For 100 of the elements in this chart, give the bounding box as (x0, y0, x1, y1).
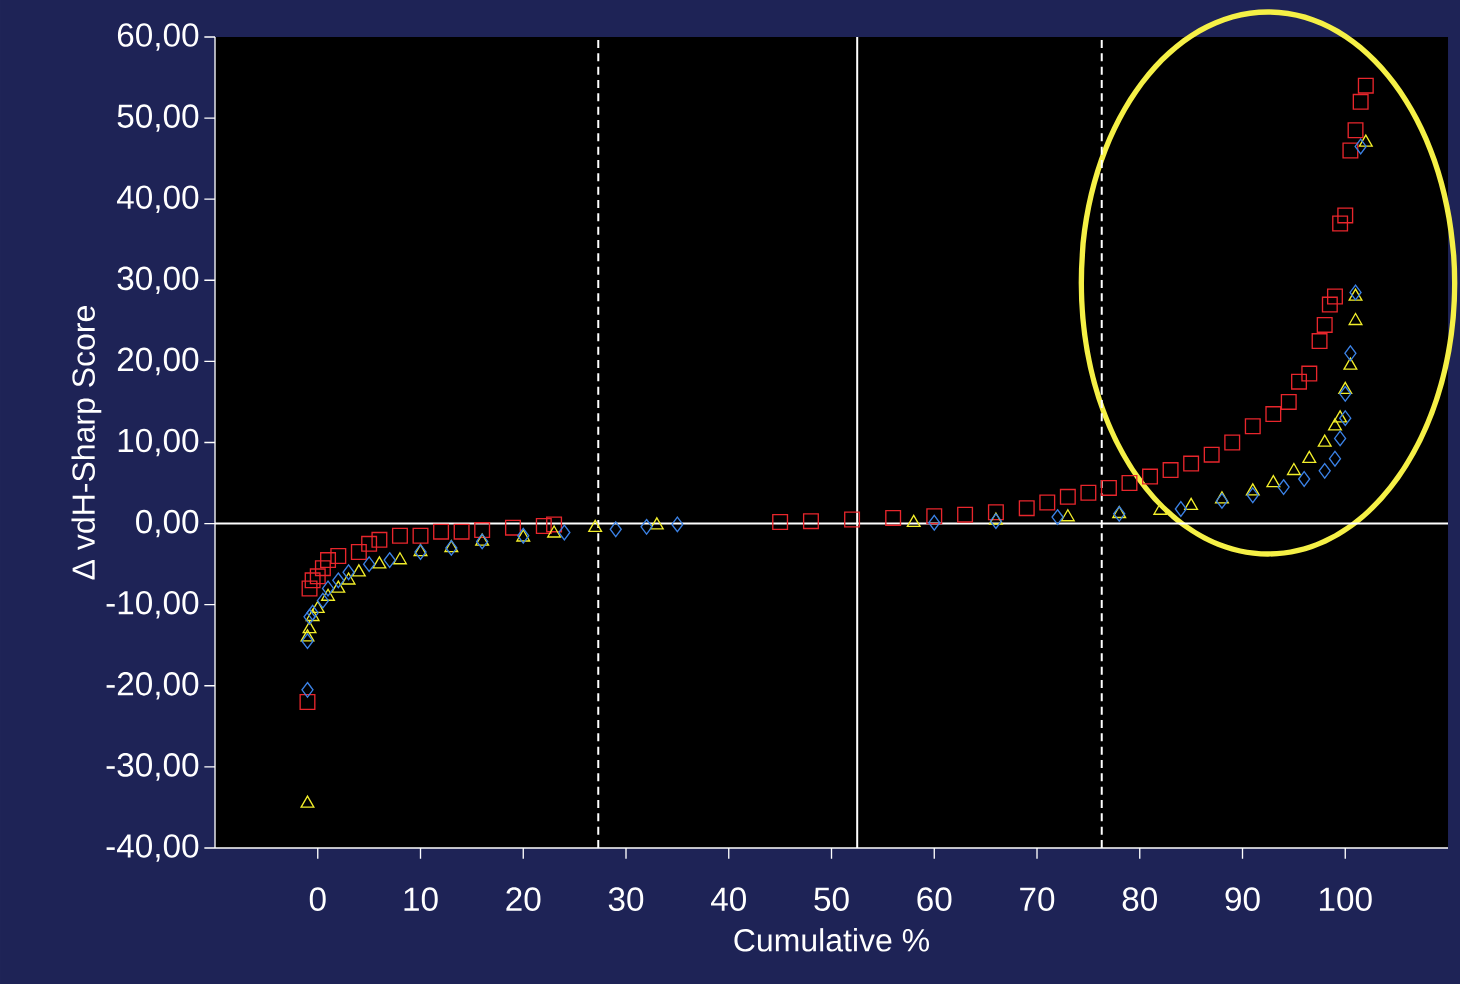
point (412, 527, 429, 544)
point (1343, 357, 1358, 370)
point (1321, 296, 1338, 313)
x-tick-label: 50 (814, 887, 849, 911)
point (1183, 455, 1200, 472)
y-tick-label: 20,00 (117, 347, 199, 376)
x-tick-label: 100 (1319, 887, 1372, 911)
point (350, 543, 367, 560)
point (1333, 430, 1347, 447)
point (301, 580, 318, 597)
point (1347, 122, 1364, 139)
point (1328, 450, 1342, 467)
x-tick-label: 20 (506, 887, 541, 911)
point (299, 694, 316, 711)
point (320, 552, 337, 569)
point (392, 552, 407, 565)
point (306, 604, 319, 621)
y-tick-label: 30,00 (117, 266, 199, 295)
y-tick-label: -40,00 (106, 834, 199, 862)
x-tick-label: 80 (1122, 887, 1157, 911)
y-tick-label: 10,00 (118, 428, 199, 457)
point (1277, 479, 1290, 496)
point (1203, 446, 1220, 463)
point (1060, 509, 1075, 522)
point (1121, 475, 1138, 492)
point (1266, 475, 1281, 488)
point (988, 512, 1003, 525)
point (1280, 393, 1297, 410)
point (351, 564, 366, 577)
point (1244, 418, 1261, 435)
point (302, 621, 317, 634)
point (321, 580, 335, 597)
y-tick-label: 40,00 (116, 185, 199, 213)
point (989, 513, 1003, 530)
point (300, 629, 315, 642)
point (332, 572, 345, 589)
point (1059, 488, 1076, 505)
point (671, 516, 684, 533)
point (547, 525, 562, 538)
point (926, 508, 943, 525)
point (1080, 484, 1097, 501)
point (342, 564, 355, 581)
x-axis-title: Cumulative % (734, 928, 930, 952)
y-tick-label: 50,00 (117, 104, 199, 132)
point (1224, 434, 1241, 451)
point (987, 504, 1004, 521)
y-tick-label: 0,00 (136, 509, 199, 538)
point (1215, 492, 1229, 509)
point (474, 522, 491, 539)
point (331, 580, 346, 593)
point (1302, 450, 1317, 464)
point (1317, 434, 1332, 447)
point (1354, 138, 1367, 155)
point (1245, 483, 1260, 496)
point (475, 533, 490, 546)
point (1291, 373, 1308, 390)
point (1301, 365, 1318, 382)
point (305, 608, 320, 622)
point (310, 600, 325, 614)
point (1339, 385, 1352, 402)
point (1349, 284, 1362, 301)
point (1018, 500, 1035, 517)
point (1333, 410, 1348, 423)
x-tick-label: 40 (710, 887, 746, 911)
point (316, 592, 330, 609)
point (1184, 497, 1199, 511)
point (362, 556, 376, 573)
point (1352, 93, 1369, 110)
point (1318, 462, 1331, 479)
x-tick-label: 70 (1020, 887, 1055, 911)
point (1051, 509, 1064, 526)
point (453, 523, 470, 540)
point (330, 548, 347, 565)
point (1357, 77, 1374, 94)
y-tick-label: 60,00 (117, 23, 199, 51)
point (321, 588, 336, 601)
point (309, 568, 326, 585)
point (300, 795, 315, 808)
point (1344, 345, 1357, 362)
point (504, 519, 521, 536)
point (1246, 487, 1259, 504)
point (558, 524, 571, 541)
point (1265, 406, 1282, 423)
point (371, 531, 388, 548)
point (1311, 333, 1328, 350)
point (1327, 418, 1342, 431)
point (957, 506, 974, 523)
point (546, 516, 563, 533)
point (304, 572, 321, 589)
point (301, 633, 314, 650)
point (844, 511, 861, 528)
point (1337, 207, 1354, 224)
point (1348, 288, 1363, 301)
x-tick-label: 0 (309, 887, 326, 911)
x-tick-label: 10 (404, 887, 438, 911)
y-tick-label: -10,00 (106, 590, 199, 619)
point (906, 514, 921, 528)
point (372, 556, 387, 569)
x-tick-label: 30 (608, 887, 644, 911)
point (1286, 462, 1301, 476)
